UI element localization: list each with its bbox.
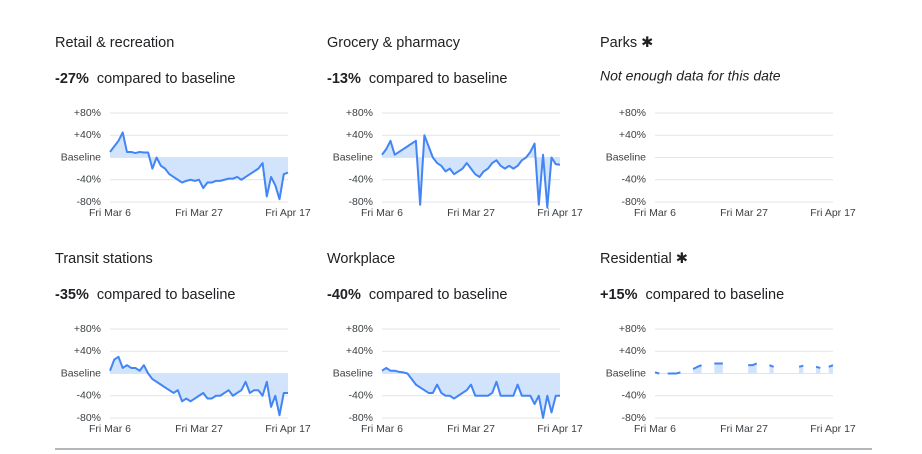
- x-tick-label: Fri Mar 27: [447, 423, 495, 435]
- line: [109, 355, 288, 417]
- y-tick-label: -80%: [348, 196, 373, 208]
- y-tick-label: -40%: [76, 174, 101, 186]
- y-tick-label: Baseline: [606, 367, 646, 379]
- y-tick-label: +80%: [619, 323, 646, 335]
- headline-text: compared to baseline: [97, 287, 236, 303]
- x-tick-label: Fri Mar 6: [634, 207, 676, 219]
- x-tick-label: Fri Mar 27: [720, 207, 768, 219]
- y-tick-label: -80%: [348, 412, 373, 424]
- headline-value: -27%: [55, 71, 89, 87]
- headline-text: compared to baseline: [646, 287, 785, 303]
- x-tick-label: Fri Apr 17: [537, 207, 583, 219]
- y-tick-label: Baseline: [61, 367, 101, 379]
- x-tick-label: Fri Apr 17: [537, 423, 583, 435]
- area: [110, 356, 288, 416]
- area: [382, 135, 560, 208]
- headline-value: -13%: [327, 71, 361, 87]
- x-tick-label: Fri Apr 17: [810, 423, 856, 435]
- y-tick-label: -40%: [76, 390, 101, 402]
- area: [110, 132, 288, 200]
- headline: -35% compared to baseline: [55, 287, 236, 303]
- line: [381, 134, 561, 209]
- headline: -27% compared to baseline: [55, 71, 236, 87]
- y-tick-label: +80%: [74, 107, 101, 119]
- y-tick-label: +40%: [619, 129, 646, 141]
- y-tick-label: -80%: [621, 196, 646, 208]
- headline-text: compared to baseline: [97, 71, 236, 87]
- y-tick-label: +80%: [619, 107, 646, 119]
- y-tick-label: Baseline: [606, 151, 646, 163]
- y-tick-label: Baseline: [333, 151, 373, 163]
- line: [381, 366, 560, 419]
- chart-title: Residential ✱: [600, 251, 688, 267]
- y-tick-label: -40%: [348, 390, 373, 402]
- y-tick-label: -80%: [76, 412, 101, 424]
- line: [654, 362, 834, 375]
- y-tick-label: -40%: [348, 174, 373, 186]
- note: Not enough data for this date: [600, 68, 781, 84]
- x-tick-label: Fri Apr 17: [265, 207, 311, 219]
- headline-value: -35%: [55, 287, 89, 303]
- y-tick-label: +80%: [74, 323, 101, 335]
- x-tick-label: Fri Mar 6: [89, 423, 131, 435]
- headline-value: -40%: [327, 287, 361, 303]
- x-tick-label: Fri Mar 27: [175, 423, 223, 435]
- headline: -40% compared to baseline: [327, 287, 508, 303]
- y-tick-label: +40%: [74, 129, 101, 141]
- x-tick-label: Fri Mar 6: [361, 207, 403, 219]
- line: [109, 131, 289, 201]
- x-tick-label: Fri Apr 17: [810, 207, 856, 219]
- y-tick-label: +40%: [346, 345, 373, 357]
- x-tick-label: Fri Mar 27: [720, 423, 768, 435]
- area: [382, 367, 560, 418]
- headline: -13% compared to baseline: [327, 71, 508, 87]
- x-tick-label: Fri Mar 27: [447, 207, 495, 219]
- x-tick-label: Fri Mar 6: [89, 207, 131, 219]
- y-tick-label: +80%: [346, 107, 373, 119]
- area: [655, 363, 833, 374]
- chart-title: Grocery & pharmacy: [327, 35, 461, 51]
- y-tick-label: -80%: [76, 196, 101, 208]
- chart-title: Workplace: [327, 251, 395, 267]
- y-tick-label: Baseline: [333, 367, 373, 379]
- x-tick-label: Fri Apr 17: [265, 423, 311, 435]
- y-tick-label: +40%: [74, 345, 101, 357]
- chart-title: Parks ✱: [600, 35, 653, 51]
- headline-text: compared to baseline: [369, 71, 508, 87]
- chart-title: Transit stations: [55, 251, 153, 267]
- y-tick-label: -80%: [621, 412, 646, 424]
- chart-title: Retail & recreation: [55, 35, 174, 51]
- y-tick-label: +40%: [346, 129, 373, 141]
- y-tick-label: +40%: [619, 345, 646, 357]
- x-tick-label: Fri Mar 6: [361, 423, 403, 435]
- x-tick-label: Fri Mar 6: [634, 423, 676, 435]
- y-tick-label: +80%: [346, 323, 373, 335]
- x-tick-label: Fri Mar 27: [175, 207, 223, 219]
- headline-text: compared to baseline: [369, 287, 508, 303]
- headline-value: +15%: [600, 287, 638, 303]
- y-tick-label: Baseline: [61, 151, 101, 163]
- y-tick-label: -40%: [621, 390, 646, 402]
- y-tick-label: -40%: [621, 174, 646, 186]
- headline: +15% compared to baseline: [600, 287, 784, 303]
